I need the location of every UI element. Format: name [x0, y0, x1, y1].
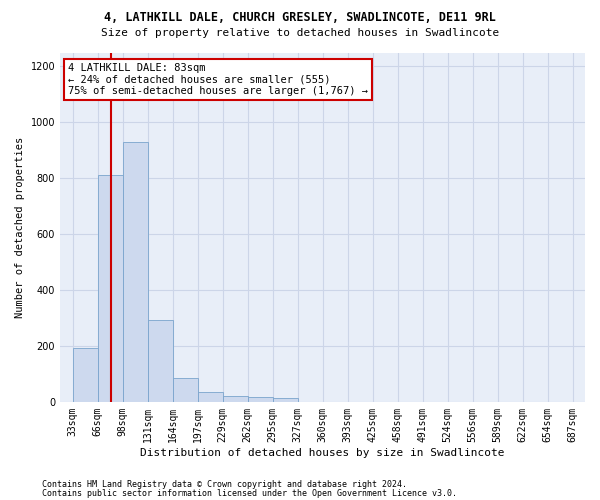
Bar — [148, 320, 173, 402]
Bar — [248, 397, 272, 402]
Bar — [98, 176, 122, 402]
Text: Contains HM Land Registry data © Crown copyright and database right 2024.: Contains HM Land Registry data © Crown c… — [42, 480, 407, 489]
Bar — [197, 392, 223, 402]
Bar — [73, 348, 98, 402]
Text: 4, LATHKILL DALE, CHURCH GRESLEY, SWADLINCOTE, DE11 9RL: 4, LATHKILL DALE, CHURCH GRESLEY, SWADLI… — [104, 11, 496, 24]
X-axis label: Distribution of detached houses by size in Swadlincote: Distribution of detached houses by size … — [140, 448, 505, 458]
Text: 4 LATHKILL DALE: 83sqm
← 24% of detached houses are smaller (555)
75% of semi-de: 4 LATHKILL DALE: 83sqm ← 24% of detached… — [68, 63, 368, 96]
Bar — [272, 398, 298, 402]
Text: Contains public sector information licensed under the Open Government Licence v3: Contains public sector information licen… — [42, 488, 457, 498]
Text: Size of property relative to detached houses in Swadlincote: Size of property relative to detached ho… — [101, 28, 499, 38]
Bar — [122, 142, 148, 402]
Bar — [173, 378, 197, 402]
Bar — [223, 396, 248, 402]
Y-axis label: Number of detached properties: Number of detached properties — [15, 136, 25, 318]
